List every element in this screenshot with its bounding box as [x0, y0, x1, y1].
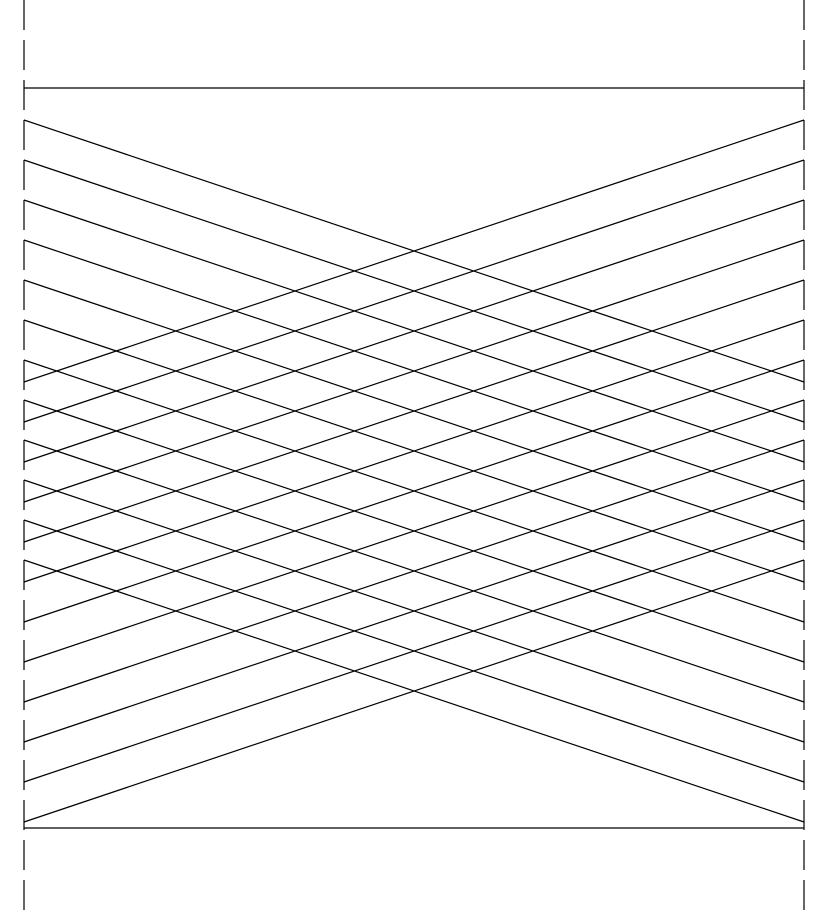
crossing-lines-diagram — [0, 0, 828, 916]
